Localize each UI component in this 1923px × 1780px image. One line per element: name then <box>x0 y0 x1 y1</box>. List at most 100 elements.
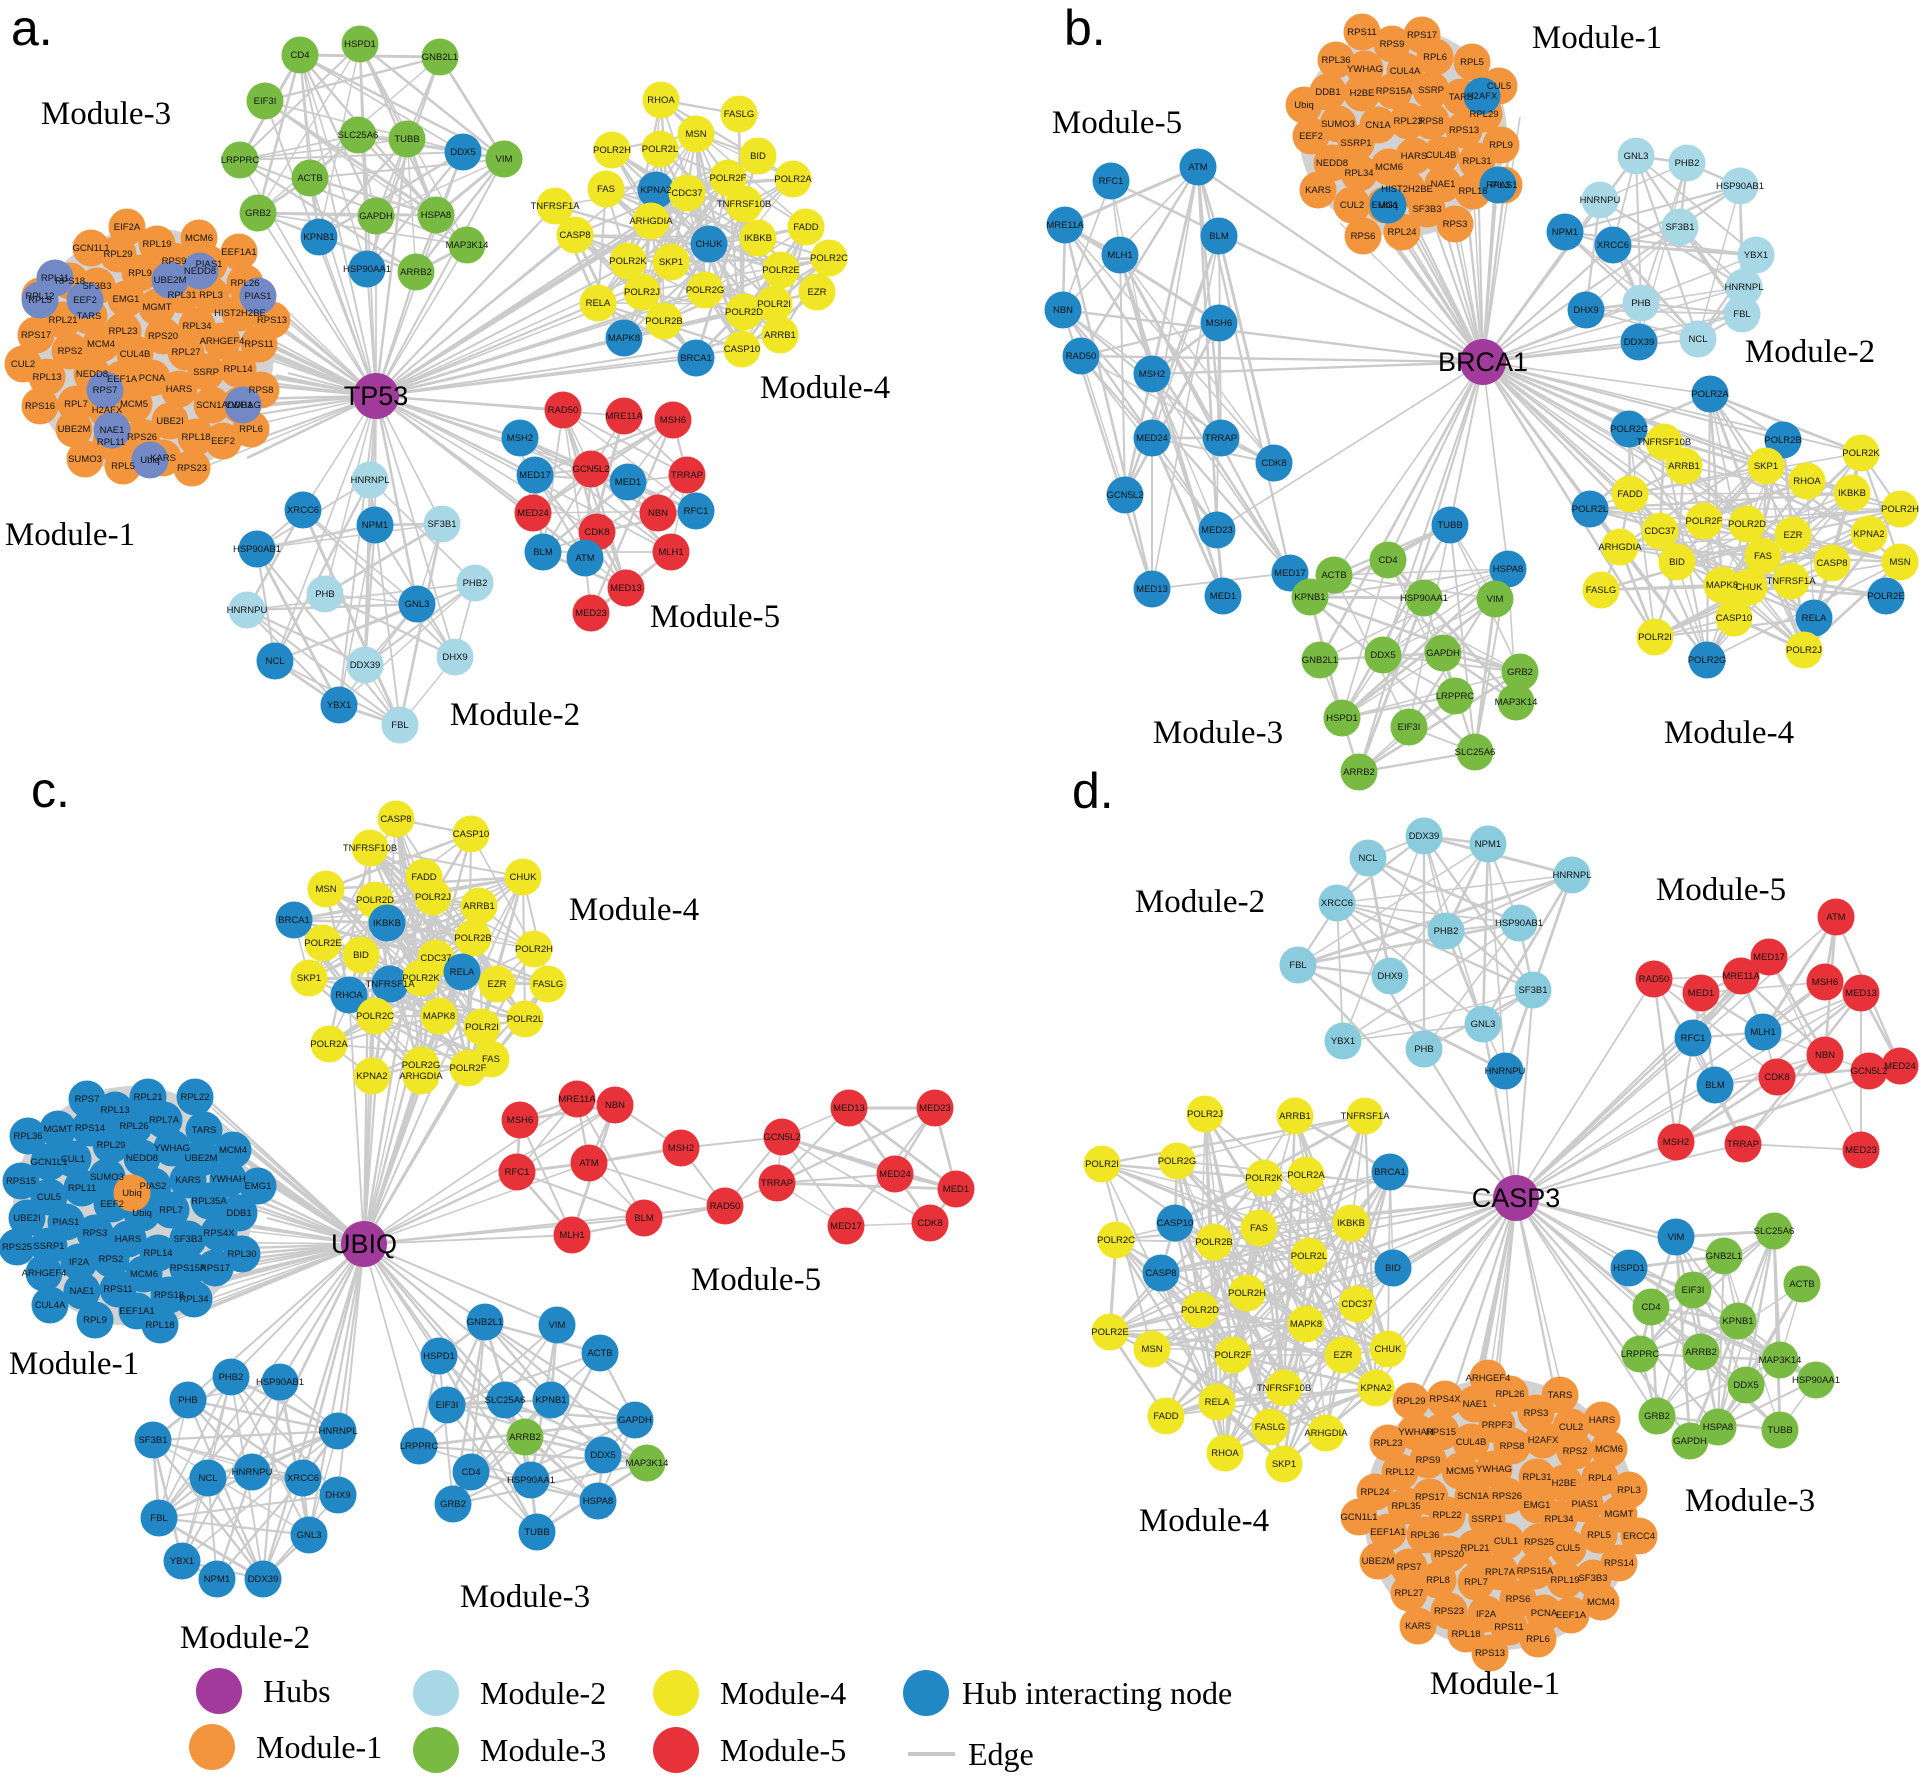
svg-text:RPL22: RPL22 <box>1432 1510 1461 1521</box>
svg-text:CUL5: CUL5 <box>1556 1543 1580 1554</box>
svg-text:RPL31: RPL31 <box>1522 1472 1551 1483</box>
svg-text:TNFRSF1A: TNFRSF1A <box>365 979 415 990</box>
svg-text:RAD50: RAD50 <box>548 405 579 416</box>
svg-text:H2AFX: H2AFX <box>92 405 123 416</box>
svg-text:H2AFX: H2AFX <box>1528 1435 1559 1446</box>
svg-text:TUBB: TUBB <box>1767 1425 1792 1436</box>
svg-text:ARHGDIA: ARHGDIA <box>1598 542 1642 553</box>
svg-text:Module-3: Module-3 <box>480 1732 606 1768</box>
svg-text:NBN: NBN <box>648 508 668 519</box>
svg-text:EMG1: EMG1 <box>1372 200 1399 211</box>
svg-text:RPS6: RPS6 <box>1506 1594 1531 1605</box>
svg-text:HSP90AA1: HSP90AA1 <box>1400 593 1448 604</box>
svg-text:YWHAG: YWHAG <box>1347 64 1383 75</box>
svg-text:FBL: FBL <box>1733 309 1750 320</box>
svg-text:CHUK: CHUK <box>1375 1344 1403 1355</box>
svg-text:POLR2E: POLR2E <box>762 265 800 276</box>
svg-text:HARS: HARS <box>1401 151 1427 162</box>
svg-text:TUBB: TUBB <box>1437 520 1462 531</box>
svg-text:RPL21: RPL21 <box>1460 1543 1489 1554</box>
svg-text:POLR2A: POLR2A <box>774 174 812 185</box>
svg-text:SF3B1: SF3B1 <box>427 519 456 530</box>
svg-text:POLR2D: POLR2D <box>1728 519 1766 530</box>
svg-text:TARS: TARS <box>1449 92 1474 103</box>
svg-text:CUL4A: CUL4A <box>35 1300 66 1311</box>
svg-text:TNFRSF10B: TNFRSF10B <box>1637 437 1691 448</box>
svg-text:Ubiq: Ubiq <box>122 1188 142 1199</box>
svg-text:KPNB1: KPNB1 <box>535 1395 566 1406</box>
svg-text:YBX1: YBX1 <box>170 1556 194 1567</box>
svg-text:GCN1L1: GCN1L1 <box>31 1157 68 1168</box>
svg-text:HSPD1: HSPD1 <box>344 39 376 50</box>
svg-text:MED1: MED1 <box>1210 591 1236 602</box>
svg-text:MCM5: MCM5 <box>1446 1466 1474 1477</box>
svg-text:FASLG: FASLG <box>1255 1422 1286 1433</box>
svg-text:PHB2: PHB2 <box>1434 926 1459 937</box>
svg-text:RPS11: RPS11 <box>1494 1622 1523 1633</box>
svg-text:RFC1: RFC1 <box>1681 1033 1706 1044</box>
svg-text:POLR2J: POLR2J <box>415 892 451 903</box>
svg-text:RPS15A: RPS15A <box>170 1263 207 1274</box>
svg-text:POLR2B: POLR2B <box>645 316 683 327</box>
svg-text:Module-4: Module-4 <box>1139 1503 1269 1539</box>
svg-text:GNB2L1: GNB2L1 <box>1706 1251 1742 1262</box>
svg-text:RPL24: RPL24 <box>1360 1487 1389 1498</box>
svg-text:GNB2L1: GNB2L1 <box>1302 655 1338 666</box>
svg-text:SF3B3: SF3B3 <box>1578 1573 1607 1584</box>
svg-text:RPL3: RPL3 <box>1617 1485 1641 1496</box>
svg-text:NAE1: NAE1 <box>100 425 125 436</box>
svg-text:FASLG: FASLG <box>1586 585 1617 596</box>
svg-text:POLR2A: POLR2A <box>1287 1170 1325 1181</box>
svg-text:CUL5: CUL5 <box>37 1192 61 1203</box>
svg-text:PCNA: PCNA <box>139 373 166 384</box>
svg-text:CDK8: CDK8 <box>584 527 609 538</box>
svg-text:KARS: KARS <box>150 453 176 464</box>
svg-text:POLR2G: POLR2G <box>686 285 725 296</box>
svg-text:YWHAG: YWHAG <box>225 400 261 411</box>
svg-text:PHB: PHB <box>1631 298 1651 309</box>
svg-text:ARRB1: ARRB1 <box>463 901 495 912</box>
svg-text:GRB2: GRB2 <box>245 208 271 219</box>
svg-text:POLR2H: POLR2H <box>1228 1288 1266 1299</box>
svg-text:LRPPRC: LRPPRC <box>1621 1349 1660 1360</box>
svg-text:RPS8: RPS8 <box>1500 1441 1525 1452</box>
svg-text:UBE2M: UBE2M <box>58 424 91 435</box>
svg-text:CASP8: CASP8 <box>380 814 411 825</box>
svg-text:YBX1: YBX1 <box>327 700 351 711</box>
svg-text:POLR2H: POLR2H <box>1881 504 1919 515</box>
svg-text:POLR2J: POLR2J <box>1187 1109 1223 1120</box>
svg-text:MCM5: MCM5 <box>120 399 148 410</box>
svg-text:KARS: KARS <box>1405 1621 1431 1632</box>
svg-text:POLR2C: POLR2C <box>1610 424 1648 435</box>
svg-text:RPL7: RPL7 <box>159 1205 183 1216</box>
svg-text:NAE1: NAE1 <box>1431 179 1456 190</box>
svg-text:Module-1: Module-1 <box>256 1729 382 1765</box>
svg-text:BLM: BLM <box>1705 1080 1725 1091</box>
svg-text:VIM: VIM <box>1487 594 1504 605</box>
svg-text:CASP8: CASP8 <box>559 230 590 241</box>
svg-text:IKBKB: IKBKB <box>373 918 401 929</box>
svg-text:MSN: MSN <box>1141 1344 1162 1355</box>
svg-text:RPS4X: RPS4X <box>203 1228 235 1239</box>
svg-text:CUL2: CUL2 <box>1559 1422 1583 1433</box>
svg-text:FASLG: FASLG <box>533 979 564 990</box>
svg-text:GNL3: GNL3 <box>297 1530 322 1541</box>
svg-text:CUL4B: CUL4B <box>120 349 151 360</box>
svg-text:RPS3: RPS3 <box>1443 219 1468 230</box>
svg-text:YBX1: YBX1 <box>1744 250 1768 261</box>
svg-text:RPS17: RPS17 <box>21 330 51 341</box>
svg-text:MSN: MSN <box>685 129 706 140</box>
svg-text:RPL35: RPL35 <box>1391 1501 1420 1512</box>
svg-text:DHX9: DHX9 <box>325 1490 350 1501</box>
svg-text:EMG1: EMG1 <box>113 294 140 305</box>
svg-text:ERCC4: ERCC4 <box>1623 1531 1655 1542</box>
svg-text:MSH6: MSH6 <box>1206 318 1232 329</box>
svg-text:POLR2D: POLR2D <box>356 895 394 906</box>
svg-text:MSH6: MSH6 <box>660 415 686 426</box>
svg-text:MAPK8: MAPK8 <box>1290 1319 1322 1330</box>
svg-text:RPL5: RPL5 <box>1587 1530 1611 1541</box>
svg-text:HSP90AB1: HSP90AB1 <box>256 1377 304 1388</box>
svg-text:RPL29: RPL29 <box>1469 109 1498 120</box>
svg-text:POLR2G: POLR2G <box>402 1060 441 1071</box>
svg-text:CDC37: CDC37 <box>671 188 702 199</box>
